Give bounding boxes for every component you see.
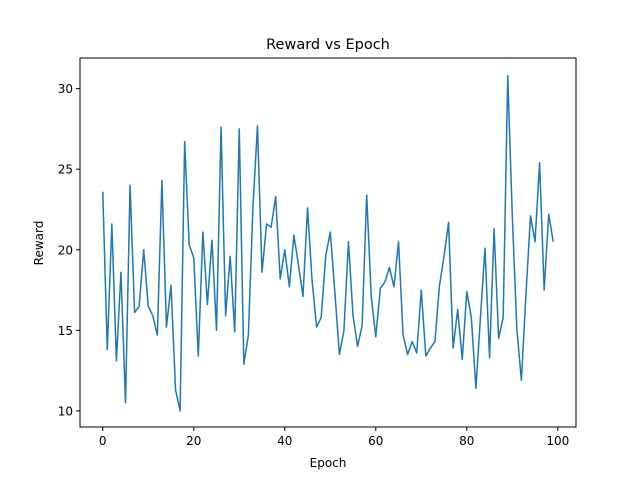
y-tick-label: 25 xyxy=(58,163,73,177)
x-tick-label: 20 xyxy=(186,434,201,448)
plot-area-frame xyxy=(79,57,577,428)
y-tick-label: 10 xyxy=(58,404,73,418)
chart-title: Reward vs Epoch xyxy=(266,37,390,53)
y-axis-label: Reward xyxy=(32,221,46,266)
y-axis: 10 15 20 25 30 xyxy=(58,82,80,418)
x-tick-label: 80 xyxy=(459,434,474,448)
x-tick-label: 60 xyxy=(368,434,383,448)
series-line xyxy=(102,74,554,412)
x-tick-label: 100 xyxy=(546,434,569,448)
x-axis: 0 20 40 60 80 100 xyxy=(99,427,569,448)
x-tick-label: 40 xyxy=(277,434,292,448)
y-tick-label: 30 xyxy=(58,82,73,96)
x-tick-label: 0 xyxy=(99,434,107,448)
y-tick-label: 15 xyxy=(58,324,73,338)
y-tick-label: 20 xyxy=(58,243,73,257)
x-axis-label: Epoch xyxy=(310,456,347,470)
